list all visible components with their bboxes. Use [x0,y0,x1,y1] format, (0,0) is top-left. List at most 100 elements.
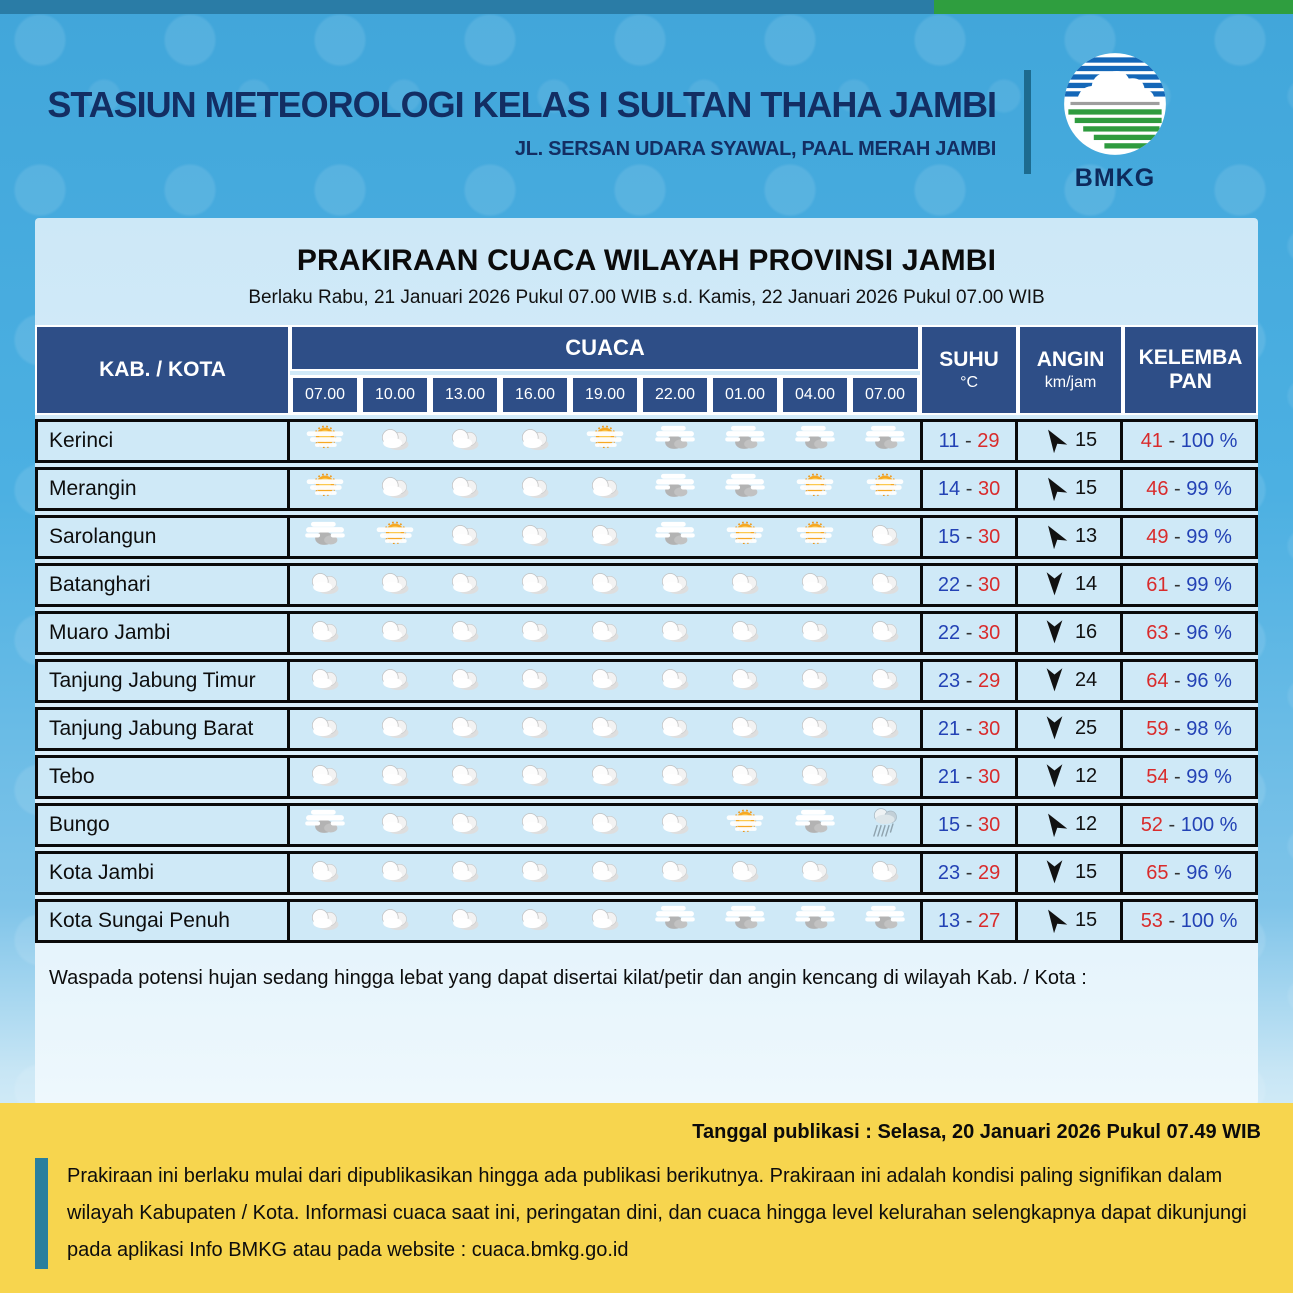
weather-cell [500,467,570,511]
cloud-icon [446,908,484,937]
footer-accent-bar [35,1158,48,1269]
cloud-icon [796,860,834,889]
humidity-range: 46 - 99 % [1123,467,1258,511]
weather-cell [710,515,780,559]
column-header-wind: ANGIN km/jam [1018,325,1124,415]
cloud-icon [516,572,554,601]
weather-cell [710,419,780,463]
humidity-range: 64 - 96 % [1123,659,1258,703]
region-name: Tanjung Jabung Barat [35,707,290,751]
humidity-max: 100 % [1180,429,1238,452]
cloud-gray-icon [654,425,696,457]
weather-cell [640,803,710,847]
cloud-icon [376,812,414,841]
wind-direction-up-icon [1041,429,1068,454]
humidity-min: 59 [1146,717,1169,740]
humidity-min: 64 [1146,669,1169,692]
cloud-icon [586,620,624,649]
cloud-icon [446,428,484,457]
temperature-range: 13 - 27 [920,899,1019,943]
time-header-cell: 22.00 [640,375,710,415]
wind-cell: 15 [1018,851,1124,895]
weather-cell [500,515,570,559]
wind-speed: 14 [1074,573,1098,596]
weather-cell [500,851,570,895]
sun-cloud-icon [305,425,345,457]
temp-max: 27 [977,909,1001,932]
cloud-icon [586,908,624,937]
cloud-gray-icon [794,809,836,841]
cloud-icon [376,428,414,457]
weather-cell [570,419,640,463]
cloud-icon [726,572,764,601]
cloud-icon [796,572,834,601]
wind-cell: 15 [1018,899,1124,943]
cloud-icon [656,764,694,793]
weather-cell [570,515,640,559]
table-row: Sarolangun 15 - 30 13 49 - 99 % [35,515,1258,559]
weather-cell [780,467,850,511]
weather-cell [360,899,430,943]
cloud-icon [726,620,764,649]
weather-cell [710,851,780,895]
wind-speed: 16 [1074,621,1098,644]
weather-cell [290,755,360,799]
temperature-range: 21 - 30 [920,707,1019,751]
weather-cell [780,563,850,607]
weather-cell [430,707,500,751]
sun-cloud-icon [375,521,415,553]
weather-cell [850,611,921,655]
weather-cell [640,851,710,895]
wind-cell: 14 [1018,563,1124,607]
humidity-range: 63 - 96 % [1123,611,1258,655]
weather-cell [430,563,500,607]
cloud-gray-icon [724,473,766,505]
cloud-icon [516,908,554,937]
humidity-max: 96 % [1186,669,1232,692]
cloud-icon [866,572,904,601]
cloud-icon [306,860,344,889]
humidity-range: 59 - 98 % [1123,707,1258,751]
wind-speed: 15 [1074,477,1098,500]
weather-cell [430,515,500,559]
weather-cell [850,707,921,751]
temp-max: 30 [977,573,1001,596]
header-divider [1024,70,1031,174]
weather-cell [780,755,850,799]
weather-cell [360,419,430,463]
cloud-icon [726,668,764,697]
humidity-min: 54 [1146,765,1169,788]
weather-cell [710,755,780,799]
humidity-range: 53 - 100 % [1123,899,1258,943]
weather-cell [710,563,780,607]
temp-max: 29 [977,669,1001,692]
column-header-weather: CUACA [290,325,921,371]
wind-cell: 25 [1018,707,1124,751]
humidity-range: 41 - 100 % [1123,419,1258,463]
temp-max: 30 [977,717,1001,740]
forecast-table: KAB. / KOTA CUACA SUHU °C ANGIN km/jam K… [35,321,1258,947]
cloud-icon [726,716,764,745]
cloud-icon [306,764,344,793]
temp-max: 29 [977,429,1000,452]
sun-cloud-icon [305,473,345,505]
humidity-max: 96 % [1186,861,1232,884]
humidity-max: 98 % [1186,717,1232,740]
wind-header-label: ANGIN [1036,348,1105,371]
cloud-icon [376,764,414,793]
temp-min: 22 [937,621,961,644]
cloud-gray-icon [304,809,346,841]
cloud-icon [516,428,554,457]
weather-cell [640,563,710,607]
cloud-icon [446,572,484,601]
forecast-panel: PRAKIRAAN CUACA WILAYAH PROVINSI JAMBI B… [35,218,1258,1105]
cloud-icon [306,908,344,937]
weather-cell [360,851,430,895]
weather-cell [780,659,850,703]
region-name: Kota Sungai Penuh [35,899,290,943]
cloud-icon [656,860,694,889]
weather-cell [640,707,710,751]
wind-direction-down-icon [1041,764,1068,788]
forecast-validity: Berlaku Rabu, 21 Januari 2026 Pukul 07.0… [248,287,1045,308]
cloud-icon [586,668,624,697]
